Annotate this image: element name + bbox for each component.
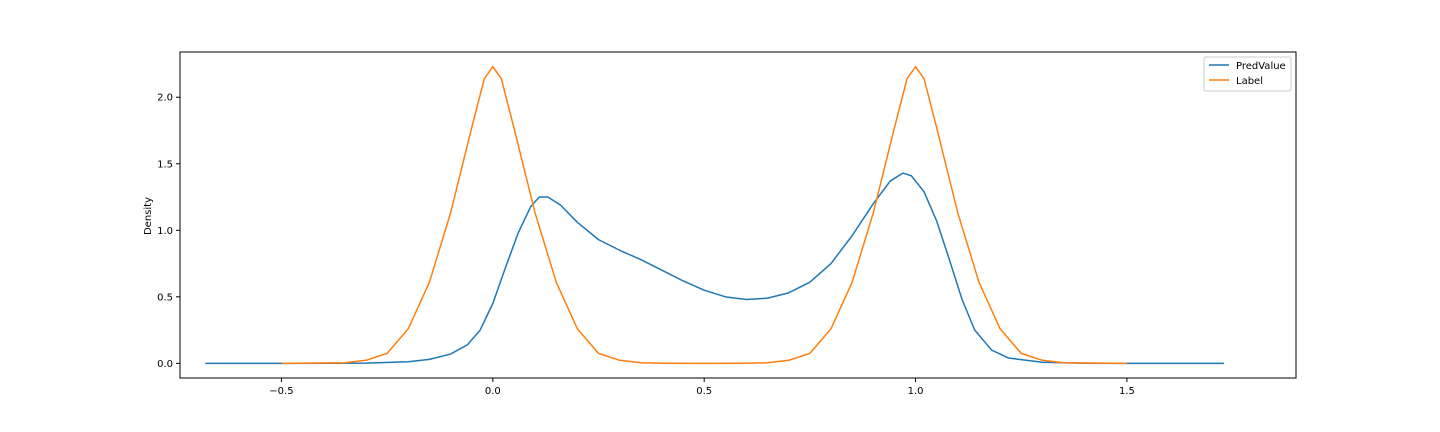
x-tick-label: 0.0 xyxy=(485,386,501,397)
y-tick-label: 0.5 xyxy=(157,292,173,303)
series-layer xyxy=(205,65,1225,365)
y-axis-title: Density xyxy=(143,197,154,235)
y-tick-label: 1.0 xyxy=(157,226,173,237)
x-tick-label: 0.5 xyxy=(696,386,712,397)
x-axis: −0.5 0.0 0.5 1.0 1.5 xyxy=(269,378,1135,397)
legend: PredValue Label xyxy=(1203,56,1292,92)
plot-frame xyxy=(179,51,1297,379)
x-tick-label: 1.5 xyxy=(1119,386,1135,397)
x-tick-label: 1.0 xyxy=(908,386,924,397)
x-tick-label: −0.5 xyxy=(269,386,293,397)
legend-label-predvalue: PredValue xyxy=(1236,61,1286,72)
series-line-label xyxy=(281,65,1127,365)
y-axis: 0.0 0.5 1.0 1.5 2.0 xyxy=(157,93,180,370)
y-tick-label: 0.0 xyxy=(157,359,173,370)
y-tick-label: 2.0 xyxy=(157,93,173,104)
legend-label-label: Label xyxy=(1236,76,1263,87)
series-line-predvalue xyxy=(205,172,1225,365)
y-tick-label: 1.5 xyxy=(157,159,173,170)
